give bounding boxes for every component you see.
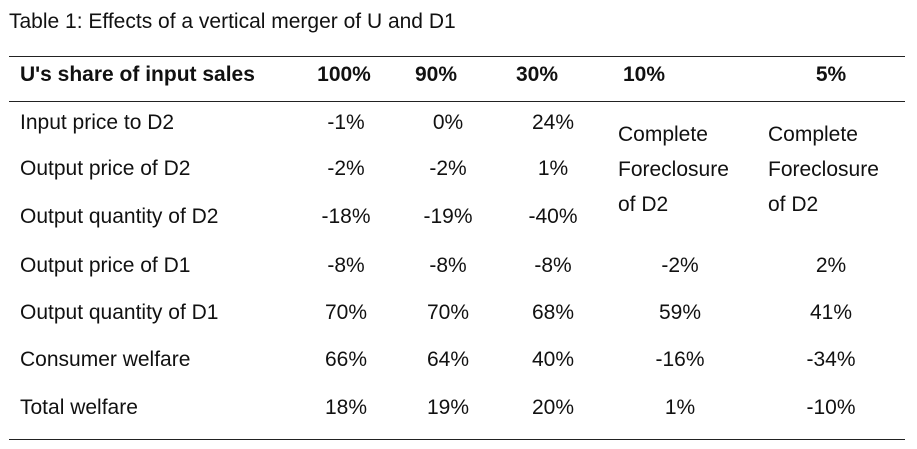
table-cell: 19% xyxy=(426,396,470,419)
foreclosure-note-5: Complete Foreclosure of D2 xyxy=(768,117,879,222)
row-label: Input price to D2 xyxy=(20,111,175,134)
table-cell: -2% xyxy=(429,157,467,180)
table-cell: 70% xyxy=(324,301,368,324)
table-cell: 2% xyxy=(815,254,847,277)
table-cell: -2% xyxy=(327,157,365,180)
table-cell: 0% xyxy=(432,111,464,134)
table-cell: 59% xyxy=(658,301,702,324)
table-cell: -8% xyxy=(534,254,572,277)
table-cell: 70% xyxy=(426,301,470,324)
table-cell: -19% xyxy=(423,205,473,228)
header-col-90: 90% xyxy=(414,63,458,86)
bottom-rule xyxy=(9,439,905,440)
row-label: Total welfare xyxy=(20,396,138,419)
table-cell: 20% xyxy=(531,396,575,419)
table-cell: -18% xyxy=(321,205,371,228)
foreclosure-line: Complete xyxy=(768,123,858,146)
header-col-10: 10% xyxy=(622,63,666,86)
header-col-5: 5% xyxy=(815,63,847,86)
foreclosure-line: Foreclosure xyxy=(768,158,879,181)
row-label: Output quantity of D1 xyxy=(20,301,219,324)
foreclosure-line: Complete xyxy=(618,123,708,146)
table-cell: 66% xyxy=(324,348,368,371)
table-cell: 68% xyxy=(531,301,575,324)
table-cell: 40% xyxy=(531,348,575,371)
row-label: Output price of D2 xyxy=(20,157,191,180)
table-cell: -10% xyxy=(806,396,856,419)
header-col-30: 30% xyxy=(515,63,559,86)
header-rule xyxy=(9,101,905,102)
row-label: Output quantity of D2 xyxy=(20,205,219,228)
table-cell: -34% xyxy=(806,348,856,371)
table-cell: -8% xyxy=(429,254,467,277)
table-cell: -1% xyxy=(327,111,365,134)
table-cell: -40% xyxy=(528,205,578,228)
foreclosure-note-10: Complete Foreclosure of D2 xyxy=(618,117,729,222)
row-label: Consumer welfare xyxy=(20,348,191,371)
foreclosure-line: of D2 xyxy=(618,193,669,216)
table-cell: -2% xyxy=(661,254,699,277)
foreclosure-line: Foreclosure xyxy=(618,158,729,181)
table-cell: 1% xyxy=(664,396,696,419)
table-cell: -8% xyxy=(327,254,365,277)
table-cell: 18% xyxy=(324,396,368,419)
row-label: Output price of D1 xyxy=(20,254,191,277)
table-title: Table 1: Effects of a vertical merger of… xyxy=(9,10,456,33)
table-cell: 41% xyxy=(809,301,853,324)
header-col-100: 100% xyxy=(317,63,371,86)
table-cell: -16% xyxy=(655,348,705,371)
top-rule xyxy=(9,56,905,57)
table-cell: 1% xyxy=(537,157,569,180)
foreclosure-line: of D2 xyxy=(768,193,819,216)
table-cell: 64% xyxy=(426,348,470,371)
table-cell: 24% xyxy=(531,111,575,134)
header-row-label: U's share of input sales xyxy=(20,63,255,86)
